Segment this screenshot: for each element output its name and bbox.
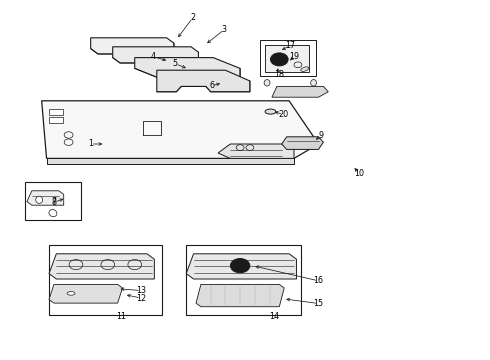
Bar (49, 109, 63, 115)
Polygon shape (265, 45, 309, 72)
Circle shape (230, 258, 250, 273)
Text: 12: 12 (136, 294, 146, 302)
Text: 9: 9 (318, 131, 323, 140)
Circle shape (270, 53, 288, 66)
Bar (49, 117, 63, 123)
Text: 3: 3 (222, 25, 227, 34)
Polygon shape (282, 137, 323, 149)
Text: 20: 20 (278, 110, 288, 119)
Polygon shape (49, 284, 122, 303)
Ellipse shape (301, 67, 309, 71)
Ellipse shape (311, 80, 317, 86)
Ellipse shape (67, 292, 75, 295)
Text: 1: 1 (88, 139, 93, 148)
Polygon shape (113, 47, 198, 63)
Text: 10: 10 (354, 169, 364, 178)
Polygon shape (196, 284, 284, 307)
Ellipse shape (49, 210, 57, 217)
Polygon shape (218, 144, 294, 158)
Text: 16: 16 (314, 276, 323, 285)
Text: 14: 14 (270, 312, 279, 321)
Text: 6: 6 (209, 81, 214, 90)
Text: 13: 13 (136, 286, 146, 295)
Text: 7: 7 (51, 197, 56, 206)
Text: 8: 8 (51, 198, 56, 207)
Polygon shape (91, 38, 174, 54)
Bar (260, 40, 316, 76)
Ellipse shape (36, 196, 43, 203)
Polygon shape (157, 70, 250, 92)
Text: 2: 2 (190, 13, 195, 22)
Text: 4: 4 (150, 52, 155, 61)
Polygon shape (49, 254, 154, 279)
Polygon shape (186, 254, 296, 279)
Polygon shape (47, 158, 294, 164)
Ellipse shape (265, 109, 276, 114)
Text: 17: 17 (285, 41, 295, 50)
Polygon shape (135, 58, 240, 79)
Text: 15: 15 (314, 299, 323, 308)
Bar (24, 182, 81, 220)
Polygon shape (27, 191, 64, 205)
Polygon shape (272, 86, 328, 97)
Text: 18: 18 (274, 71, 284, 79)
Bar (186, 245, 301, 315)
Polygon shape (42, 101, 318, 158)
Ellipse shape (264, 80, 270, 86)
Text: 5: 5 (173, 59, 178, 68)
Text: 19: 19 (289, 52, 299, 61)
Text: 11: 11 (117, 312, 126, 321)
Bar (49, 245, 162, 315)
